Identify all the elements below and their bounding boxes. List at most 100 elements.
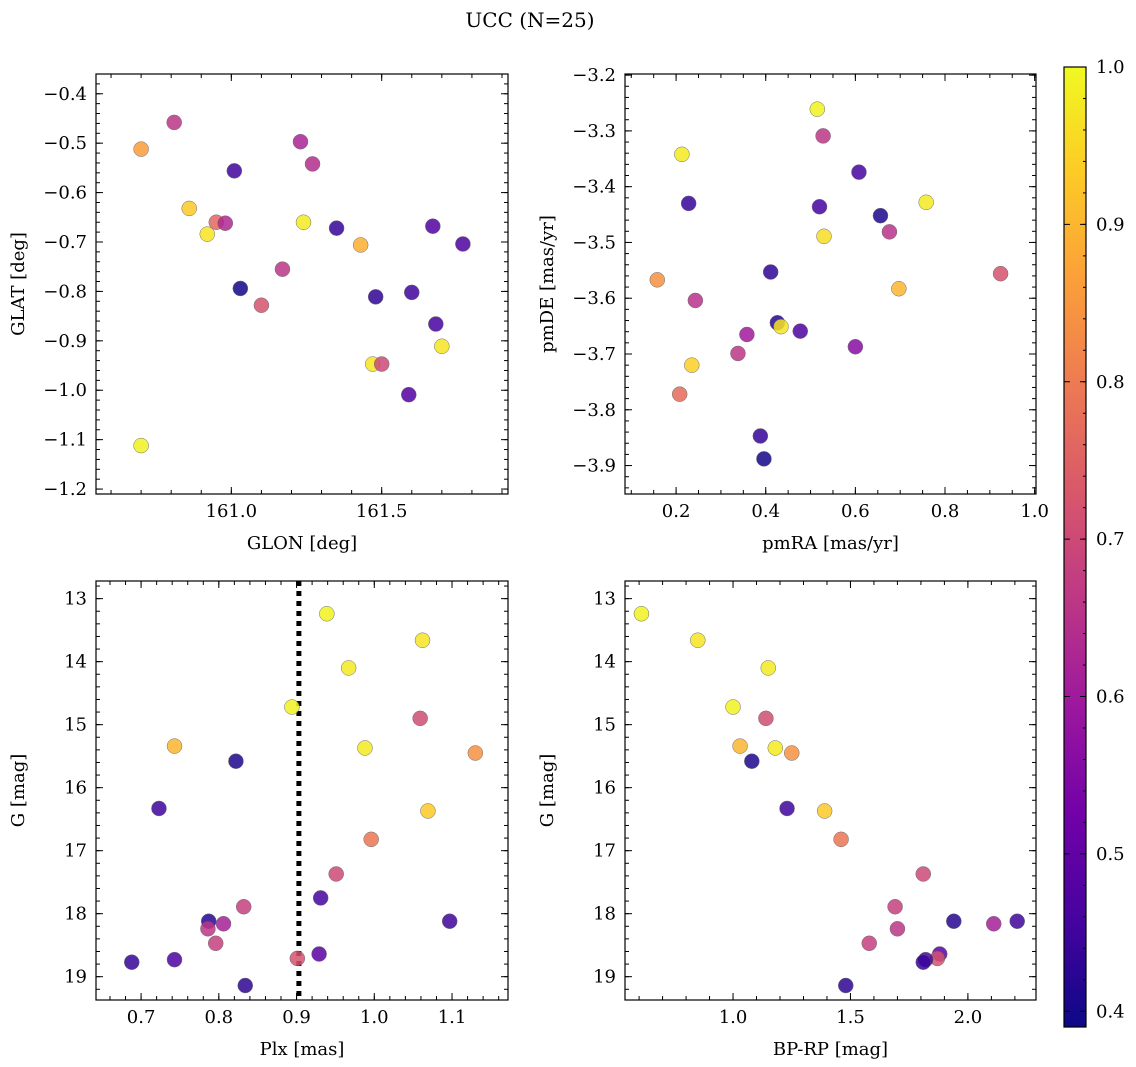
x-axis-label: GLON [deg]	[247, 533, 357, 554]
data-point	[739, 326, 755, 343]
data-point	[124, 954, 140, 970]
data-point	[328, 866, 344, 882]
y-axis-label: GLAT [deg]	[8, 232, 29, 336]
data-point	[783, 745, 800, 761]
data-point	[352, 237, 369, 253]
y-tick-label: 18	[64, 904, 87, 925]
data-point	[133, 437, 149, 454]
x-tick-label: 0.4	[751, 501, 780, 522]
data-point	[881, 224, 898, 240]
data-point	[633, 606, 650, 622]
colorbar-tick-label: 1.0	[1096, 57, 1125, 78]
y-tick-label: −3.7	[572, 344, 616, 365]
data-point	[861, 935, 878, 952]
data-point	[779, 800, 795, 817]
data-point	[732, 738, 748, 754]
data-point	[725, 699, 741, 715]
data-point	[985, 916, 1002, 932]
x-tick-label: 1.0	[719, 1007, 748, 1028]
colorbar-tick-label: 0.5	[1096, 844, 1125, 865]
y-tick-label: 14	[64, 652, 87, 673]
data-point	[295, 214, 312, 230]
data-point	[815, 128, 831, 144]
data-point	[284, 699, 300, 715]
x-tick-label: 161.0	[206, 501, 258, 522]
data-point	[946, 913, 962, 929]
panel-bprp-g: 1.0 1.5 2.0 13 14 15 16 17 18 19 BP-RP [mag] G [mag…	[537, 580, 1037, 1060]
data-point	[891, 280, 907, 297]
data-point	[767, 740, 784, 756]
y-tick-label: 16	[593, 778, 616, 799]
figure-title: UCC (N=25)	[465, 8, 594, 32]
data-point	[773, 318, 789, 335]
data-point	[289, 950, 306, 967]
data-point	[811, 198, 828, 215]
data-point	[200, 921, 216, 937]
data-point	[889, 921, 906, 937]
x-tick-label: 1.0	[1020, 501, 1049, 522]
data-point	[357, 740, 373, 756]
data-point	[1009, 913, 1025, 929]
plot-frame	[624, 580, 1037, 1001]
data-point	[838, 977, 854, 994]
points	[649, 101, 1009, 467]
plot-frame	[624, 73, 1037, 495]
x-tick-label: 1.1	[438, 1007, 467, 1028]
x-tick-label: 1.0	[360, 1007, 389, 1028]
colorbar-frame	[1063, 66, 1087, 1028]
data-point	[671, 386, 688, 402]
colorbar-tick-label: 0.9	[1096, 214, 1125, 235]
data-point	[833, 831, 849, 848]
y-tick-label: 14	[593, 652, 616, 673]
y-tick-label: −0.7	[43, 232, 87, 253]
data-point	[215, 916, 232, 932]
y-tick-label: −0.9	[43, 331, 87, 352]
y-tick-label: −0.6	[43, 183, 87, 204]
data-point	[237, 977, 254, 994]
data-point	[181, 200, 197, 217]
plot-frame	[95, 580, 509, 1001]
data-point	[235, 898, 252, 915]
data-point	[151, 800, 167, 817]
y-tick-label: −0.8	[43, 281, 87, 302]
data-point	[312, 890, 329, 906]
y-tick-label: −3.3	[572, 121, 616, 142]
y-tick-label: −3.6	[572, 288, 616, 309]
ticks	[625, 74, 1036, 494]
data-point	[226, 163, 243, 179]
points	[124, 606, 484, 994]
y-tick-label: 15	[64, 715, 87, 736]
data-point	[684, 357, 700, 373]
y-tick-label: 15	[593, 715, 616, 736]
x-tick-label: 0.9	[282, 1007, 311, 1028]
plot-frame	[95, 73, 509, 495]
data-point	[756, 451, 772, 467]
colorbar-tick-label: 0.6	[1096, 687, 1125, 708]
data-point	[730, 345, 746, 362]
x-tick-label: 0.7	[127, 1007, 156, 1028]
data-point	[311, 946, 327, 962]
x-tick-label: 0.6	[841, 501, 870, 522]
data-point	[887, 898, 903, 915]
y-tick-label: 19	[593, 967, 616, 988]
y-tick-label: −1.2	[43, 479, 87, 500]
data-point	[292, 133, 309, 150]
y-tick-label: −0.5	[43, 133, 87, 154]
data-point	[680, 195, 697, 212]
data-point	[420, 803, 436, 819]
colorbar-tick-label: 0.7	[1096, 529, 1125, 550]
data-point	[166, 114, 182, 131]
y-tick-label: −0.4	[43, 84, 87, 105]
data-point	[304, 156, 321, 172]
data-point	[340, 660, 357, 676]
colorbar-tick-label: 0.4	[1096, 1001, 1125, 1022]
data-point	[809, 101, 826, 117]
data-point	[816, 228, 832, 245]
y-tick-label: 13	[64, 589, 87, 610]
y-axis-label: pmDE [mas/yr]	[537, 215, 558, 353]
data-point	[363, 831, 379, 848]
ticks	[96, 581, 508, 1000]
y-tick-label: −1.0	[43, 380, 87, 401]
x-tick-label: 0.8	[205, 1007, 234, 1028]
y-tick-label: −3.4	[572, 177, 616, 198]
